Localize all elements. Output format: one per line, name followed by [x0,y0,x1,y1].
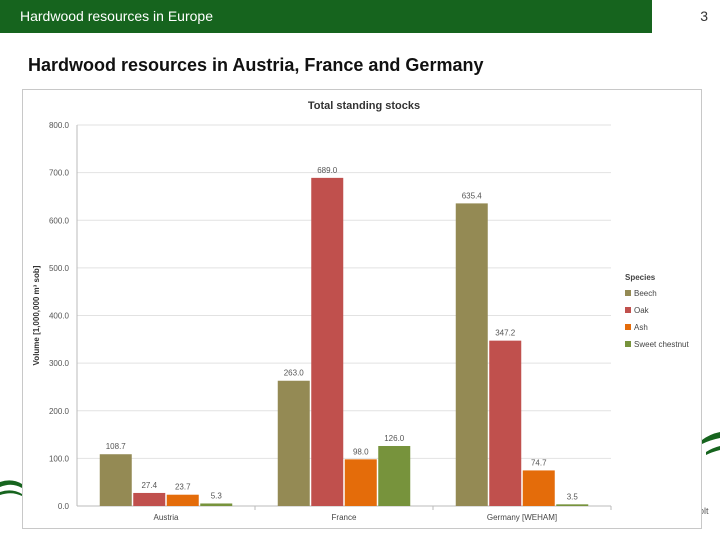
decorative-swoosh-right [702,432,720,455]
bar [133,492,166,506]
bar-chart: Total standing stocks 0.0 100.0 200.0 300.0 4… [32,100,689,522]
legend-swatch [625,290,631,296]
data-label: 347.2 [495,329,516,338]
data-label: 126.0 [384,434,405,443]
bar [522,470,555,506]
y-axis-label: Volume [1,000,000 m³ sob] [32,265,41,365]
data-label: 74.7 [531,458,547,467]
x-tick-label: Austria [154,513,179,522]
data-label: 5.3 [211,491,223,500]
decorative-swoosh-left [0,480,22,496]
data-label: 98.0 [353,447,369,456]
bar [378,445,411,506]
slide-heading: Hardwood resources in Austria, France an… [28,55,484,75]
page-number: 3 [700,8,708,24]
y-tick-label: 200.0 [49,407,70,416]
bar [311,177,344,506]
y-tick-label: 700.0 [49,169,70,178]
legend-swatch [625,341,631,347]
footer-partial-text: olt [699,506,709,516]
x-tick-label: Germany [WEHAM] [487,513,557,522]
bar [489,340,522,506]
data-label: 3.5 [567,492,579,501]
bar [344,459,377,506]
header-bar: Hardwood resources in Europe [0,0,652,33]
legend-label: Ash [634,323,648,332]
y-tick-label: 800.0 [49,121,70,130]
bar [556,504,589,506]
y-tick-label: 500.0 [49,264,70,273]
bar [455,203,488,506]
data-label: 689.0 [317,166,338,175]
bar [99,454,132,506]
x-tick-label: France [332,513,357,522]
y-tick-label: 100.0 [49,454,70,463]
header-title: Hardwood resources in Europe [20,8,213,24]
y-tick-label: 0.0 [58,502,70,511]
legend-swatch [625,324,631,330]
bar [200,503,233,506]
legend-swatch [625,307,631,313]
bar [166,494,199,506]
chart-frame: Total standing stocks 0.0 100.0 200.0 300.0 4… [22,89,702,529]
legend-title: Species [625,273,656,282]
data-label: 263.0 [284,369,305,378]
chart-title: Total standing stocks [308,100,420,112]
y-tick-label: 400.0 [49,312,70,321]
legend-label: Oak [634,306,650,315]
data-label: 23.7 [175,483,191,492]
data-label: 635.4 [462,191,483,200]
legend-label: Sweet chestnut [634,340,689,349]
y-tick-label: 300.0 [49,359,70,368]
data-label: 108.7 [106,442,127,451]
bar [277,380,310,506]
page-number-box: 3 [655,0,720,33]
legend-label: Beech [634,289,657,298]
data-label: 27.4 [141,481,157,490]
y-tick-label: 600.0 [49,216,70,225]
